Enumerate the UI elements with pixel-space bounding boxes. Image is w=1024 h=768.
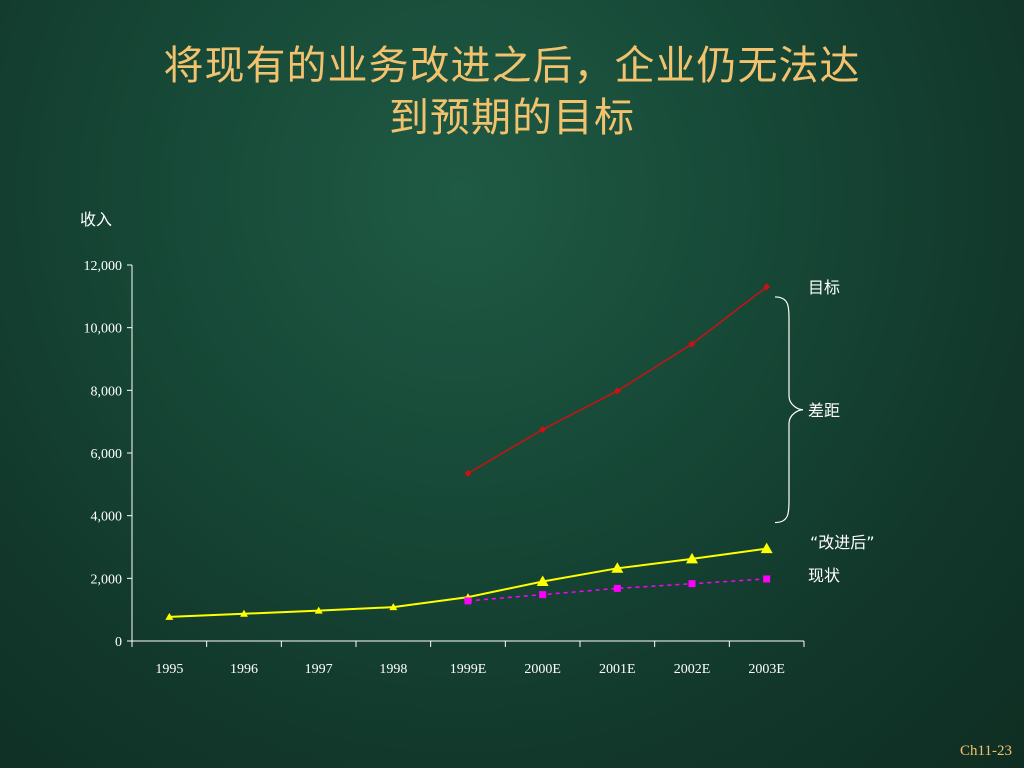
title-line-1: 将现有的业务改进之后，企业仍无法达 [163, 43, 861, 89]
x-tick-label: 2002E [674, 662, 711, 677]
x-ticks: 1995 1996 1997 1998 1999E 2000E 2001E 2002E 2003… [131, 641, 805, 677]
series-target [464, 283, 771, 477]
data-point [536, 575, 549, 586]
data-point [165, 612, 174, 620]
data-point [688, 340, 696, 348]
data-point [613, 584, 621, 592]
slide-title: 将现有的业务改进之后，企业仍无法达 到预期的目标 [40, 40, 984, 144]
data-point [686, 552, 698, 564]
y-axis-label: 收入 [80, 210, 112, 229]
series-label-improved: “改进后” [810, 533, 875, 552]
data-point [464, 469, 472, 477]
data-point [464, 597, 472, 605]
series-layer [165, 283, 773, 620]
y-ticks: 0 2,000 4,000 6,000 8,000 10,000 12,000 [84, 259, 132, 650]
title-line-2: 到预期的目标 [389, 95, 635, 141]
x-tick-label: 1996 [230, 662, 258, 677]
slide-number: Ch11-23 [960, 743, 1012, 759]
data-point [240, 609, 248, 617]
data-point [763, 283, 771, 291]
y-tick-label: 0 [115, 635, 122, 650]
data-point [539, 591, 547, 599]
x-tick-label: 1997 [305, 662, 333, 677]
series-line-target [467, 286, 768, 475]
x-tick-label: 1998 [379, 662, 407, 677]
series-line-current [467, 578, 767, 602]
x-tick-label: 1999E [450, 662, 487, 677]
series-current [464, 575, 771, 605]
data-point [539, 426, 547, 433]
gap-brace [774, 296, 804, 524]
data-point [611, 562, 624, 573]
data-point [314, 606, 323, 614]
y-tick-label: 6,000 [91, 447, 123, 462]
x-tick-label: 2001E [599, 662, 636, 677]
gap-label: 差距 [808, 401, 840, 420]
x-tick-label: 1995 [155, 662, 183, 677]
y-tick-label: 12,000 [84, 259, 123, 274]
y-tick-label: 4,000 [91, 510, 123, 525]
series-label-current: 现状 [808, 566, 840, 585]
series-label-target: 目标 [808, 278, 840, 297]
data-point [613, 387, 621, 395]
x-tick-label: 2000E [524, 662, 561, 677]
data-point [389, 603, 398, 611]
data-point [760, 542, 773, 554]
y-tick-label: 8,000 [91, 384, 123, 399]
series-line-improved [169, 547, 767, 618]
series-improved [165, 542, 773, 620]
x-tick-label: 2003E [748, 662, 785, 677]
y-tick-label: 10,000 [84, 322, 123, 337]
y-tick-label: 2,000 [91, 572, 123, 587]
data-point [763, 575, 771, 583]
data-point [688, 580, 696, 588]
